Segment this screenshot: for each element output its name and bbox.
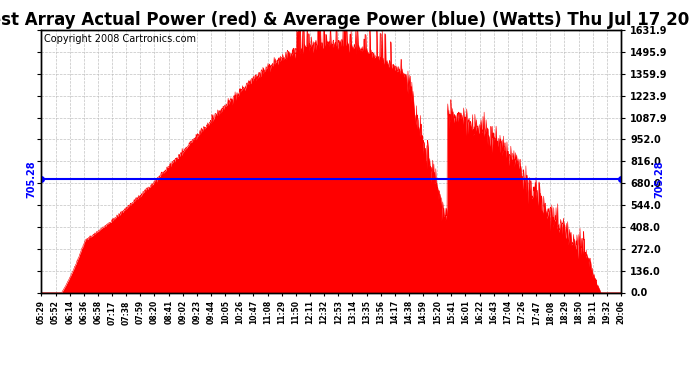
Text: 705.28: 705.28 bbox=[654, 160, 664, 198]
Text: Copyright 2008 Cartronics.com: Copyright 2008 Cartronics.com bbox=[44, 34, 196, 44]
Text: 705.28: 705.28 bbox=[26, 160, 36, 198]
Text: West Array Actual Power (red) & Average Power (blue) (Watts) Thu Jul 17 20:13: West Array Actual Power (red) & Average … bbox=[0, 11, 690, 29]
